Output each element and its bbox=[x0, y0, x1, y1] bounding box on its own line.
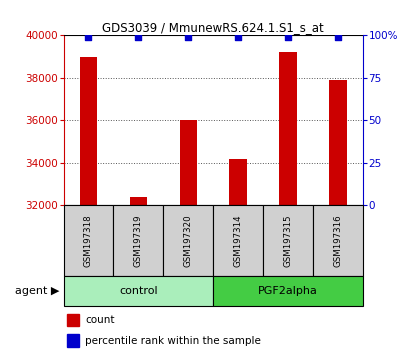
Point bbox=[135, 34, 142, 40]
Bar bbox=[66, 334, 79, 347]
Bar bbox=[63, 205, 113, 276]
Point bbox=[284, 34, 291, 40]
Point bbox=[334, 34, 340, 40]
Bar bbox=[279, 52, 296, 354]
Text: percentile rank within the sample: percentile rank within the sample bbox=[85, 336, 261, 346]
Title: GDS3039 / MmunewRS.624.1.S1_s_at: GDS3039 / MmunewRS.624.1.S1_s_at bbox=[102, 21, 323, 34]
Text: count: count bbox=[85, 315, 115, 325]
Bar bbox=[263, 205, 312, 276]
Text: GSM197315: GSM197315 bbox=[283, 215, 292, 267]
Bar bbox=[113, 205, 163, 276]
Bar bbox=[80, 57, 97, 354]
Text: control: control bbox=[119, 286, 157, 296]
Bar bbox=[328, 80, 346, 354]
Bar bbox=[66, 314, 79, 326]
Bar bbox=[63, 276, 213, 306]
Bar bbox=[179, 120, 196, 354]
Text: GSM197318: GSM197318 bbox=[84, 215, 93, 267]
Text: GSM197316: GSM197316 bbox=[333, 215, 342, 267]
Bar bbox=[229, 159, 246, 354]
Text: PGF2alpha: PGF2alpha bbox=[257, 286, 317, 296]
Point bbox=[184, 34, 191, 40]
Point bbox=[234, 34, 241, 40]
Bar bbox=[312, 205, 362, 276]
Bar bbox=[163, 205, 213, 276]
Text: GSM197314: GSM197314 bbox=[233, 215, 242, 267]
Bar bbox=[129, 197, 147, 354]
Bar bbox=[213, 205, 263, 276]
Text: agent ▶: agent ▶ bbox=[15, 286, 59, 296]
Text: GSM197320: GSM197320 bbox=[183, 215, 192, 267]
Point bbox=[85, 34, 92, 40]
Text: GSM197319: GSM197319 bbox=[134, 215, 142, 267]
Bar bbox=[213, 276, 362, 306]
